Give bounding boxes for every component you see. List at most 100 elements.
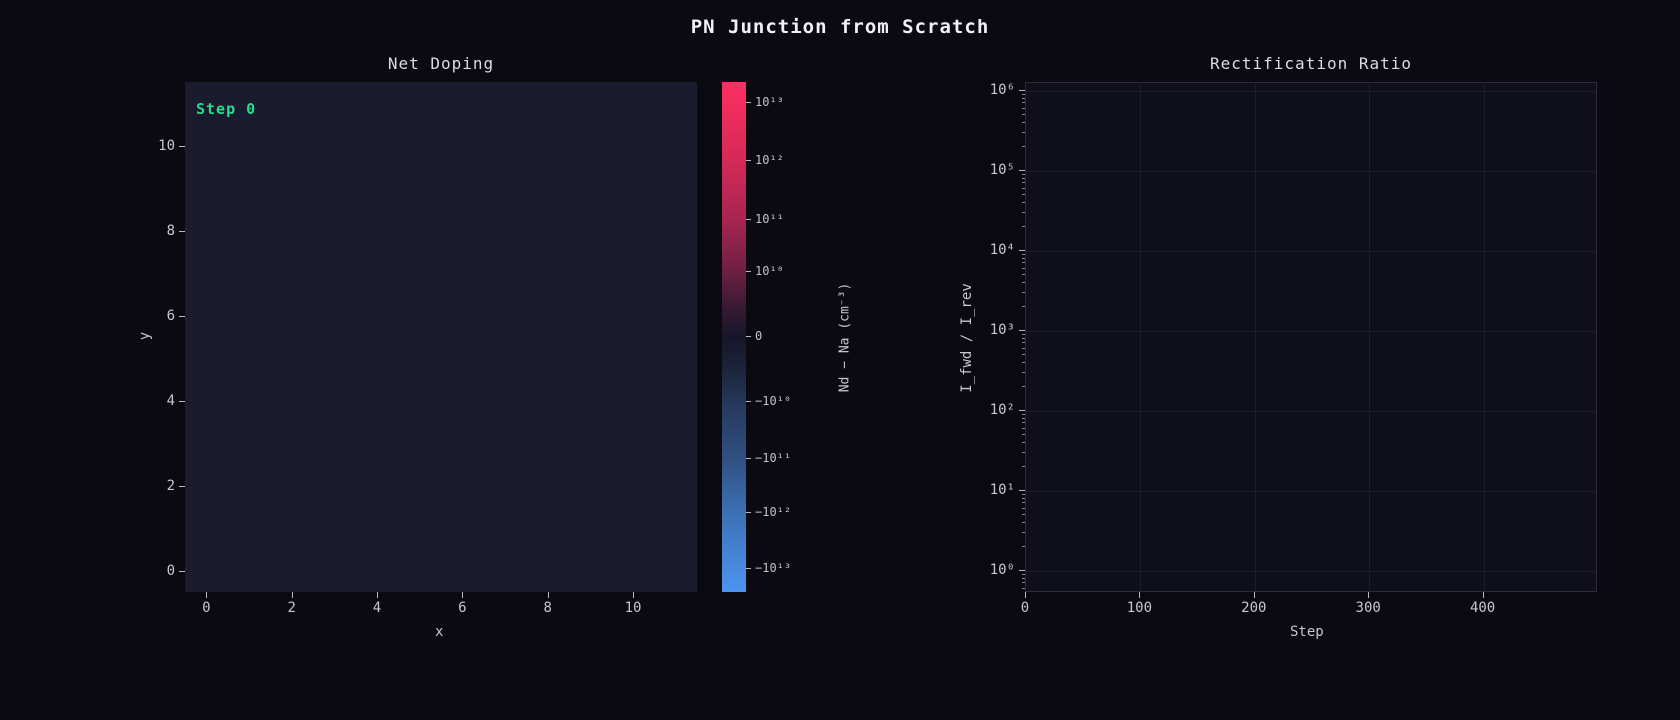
y-minor-tick-mark	[1022, 531, 1025, 533]
figure-suptitle: PN Junction from Scratch	[690, 16, 990, 38]
gridline-vertical	[1254, 83, 1256, 591]
y-minor-tick-mark	[1022, 465, 1025, 467]
y-minor-tick-mark	[1022, 333, 1025, 335]
y-minor-tick-mark	[1022, 177, 1025, 179]
y-tick-mark	[1019, 170, 1025, 171]
gridline-vertical	[1483, 83, 1485, 591]
colorbar-tick-label: 10¹¹	[755, 211, 784, 226]
net-doping-heatmap: Step 0	[185, 82, 697, 592]
y-minor-tick-mark	[1022, 305, 1025, 307]
gridline-horizontal	[1026, 571, 1596, 573]
y-tick-mark	[1019, 90, 1025, 91]
y-minor-tick-mark	[1022, 441, 1025, 443]
colorbar-tick-label: 0	[755, 328, 763, 343]
y-minor-tick-mark	[1022, 337, 1025, 339]
y-tick-label: 10⁶	[989, 82, 1015, 98]
y-minor-tick-mark	[1022, 434, 1025, 436]
y-tick-mark	[179, 570, 185, 572]
doping-colorbar	[722, 82, 746, 592]
y-tick-mark	[1019, 410, 1025, 412]
x-tick-label: 4	[372, 600, 382, 616]
y-tick-mark	[1019, 250, 1025, 252]
y-minor-tick-mark	[1022, 257, 1025, 259]
colorbar-tick-mark	[746, 271, 751, 273]
gridline-horizontal	[1026, 91, 1596, 92]
y-tick-label: 10⁵	[989, 162, 1015, 178]
y-minor-tick-mark	[1022, 493, 1025, 495]
y-minor-tick-mark	[1022, 114, 1025, 116]
y-minor-tick-mark	[1022, 342, 1025, 344]
y-minor-tick-mark	[1022, 187, 1025, 189]
y-tick-mark	[1019, 330, 1025, 332]
y-tick-mark	[1019, 490, 1025, 492]
y-minor-tick-mark	[1022, 291, 1025, 293]
colorbar-tick-label: 10¹²	[755, 152, 784, 167]
colorbar-tick-mark	[746, 458, 751, 460]
y-minor-tick-mark	[1022, 253, 1025, 255]
y-minor-tick-mark	[1022, 347, 1025, 349]
y-minor-tick-mark	[1022, 385, 1025, 387]
y-tick-label: 10²	[989, 402, 1015, 419]
y-tick-label: 2	[166, 477, 175, 494]
x-tick-mark	[1025, 592, 1026, 598]
y-tick-mark	[179, 145, 185, 147]
x-tick-mark	[547, 592, 549, 598]
colorbar-tick-label: 10¹⁰	[755, 264, 784, 279]
x-tick-label: 6	[458, 600, 467, 616]
y-minor-tick-mark	[1022, 577, 1025, 579]
step-annotation: Step 0	[196, 100, 257, 118]
x-tick-label: 100	[1126, 600, 1153, 616]
x-tick-mark	[462, 592, 464, 598]
y-minor-tick-mark	[1022, 422, 1025, 424]
y-minor-tick-mark	[1022, 497, 1025, 499]
y-minor-tick-mark	[1022, 102, 1025, 104]
y-minor-tick-mark	[1022, 107, 1025, 109]
gridline-vertical	[1369, 83, 1371, 591]
colorbar-tick-mark	[746, 335, 751, 337]
y-minor-tick-mark	[1022, 354, 1025, 356]
y-tick-mark	[179, 400, 185, 402]
y-minor-tick-mark	[1022, 93, 1025, 95]
y-tick-mark	[179, 315, 185, 317]
y-tick-label: 4	[166, 392, 175, 409]
x-tick-mark	[1482, 592, 1484, 598]
colorbar-tick-label: −10¹²	[755, 505, 792, 520]
x-tick-label: 0	[202, 600, 211, 616]
y-minor-tick-mark	[1022, 267, 1025, 269]
y-tick-label: 10⁴	[989, 242, 1015, 259]
y-minor-tick-mark	[1022, 194, 1025, 196]
gridline-horizontal	[1026, 251, 1596, 253]
x-tick-label: 400	[1469, 600, 1496, 616]
colorbar-tick-mark	[746, 218, 751, 220]
rectification-title: Rectification Ratio	[1209, 54, 1413, 73]
y-minor-tick-mark	[1022, 211, 1025, 213]
rectification-plot-area	[1025, 82, 1597, 592]
colorbar-tick-label: −10¹³	[755, 561, 792, 576]
y-minor-tick-mark	[1022, 521, 1025, 523]
y-minor-tick-mark	[1022, 173, 1025, 175]
x-tick-mark	[633, 592, 634, 598]
colorbar-tick-mark	[746, 568, 751, 570]
y-minor-tick-mark	[1022, 582, 1025, 584]
y-minor-tick-mark	[1022, 361, 1025, 363]
x-tick-label: 0	[1020, 600, 1030, 616]
colorbar-tick-label: 10¹³	[755, 94, 784, 109]
x-tick-mark	[206, 592, 208, 598]
y-minor-tick-mark	[1022, 371, 1025, 373]
net-doping-xlabel: x	[435, 624, 444, 640]
y-tick-label: 10³	[989, 322, 1015, 339]
gridline-horizontal	[1026, 491, 1596, 493]
y-minor-tick-mark	[1022, 413, 1025, 415]
x-tick-label: 8	[543, 600, 552, 616]
y-minor-tick-mark	[1022, 262, 1025, 264]
y-minor-tick-mark	[1022, 514, 1025, 516]
y-minor-tick-mark	[1022, 451, 1025, 453]
x-tick-mark	[377, 592, 378, 598]
doping-colorbar-label: Nd − Na (cm⁻³)	[837, 282, 853, 393]
y-tick-mark	[179, 485, 185, 487]
x-tick-label: 300	[1355, 600, 1381, 616]
colorbar-tick-mark	[746, 512, 751, 514]
gridline-horizontal	[1026, 331, 1596, 333]
colorbar-tick-mark	[746, 101, 751, 103]
y-minor-tick-mark	[1022, 131, 1025, 133]
